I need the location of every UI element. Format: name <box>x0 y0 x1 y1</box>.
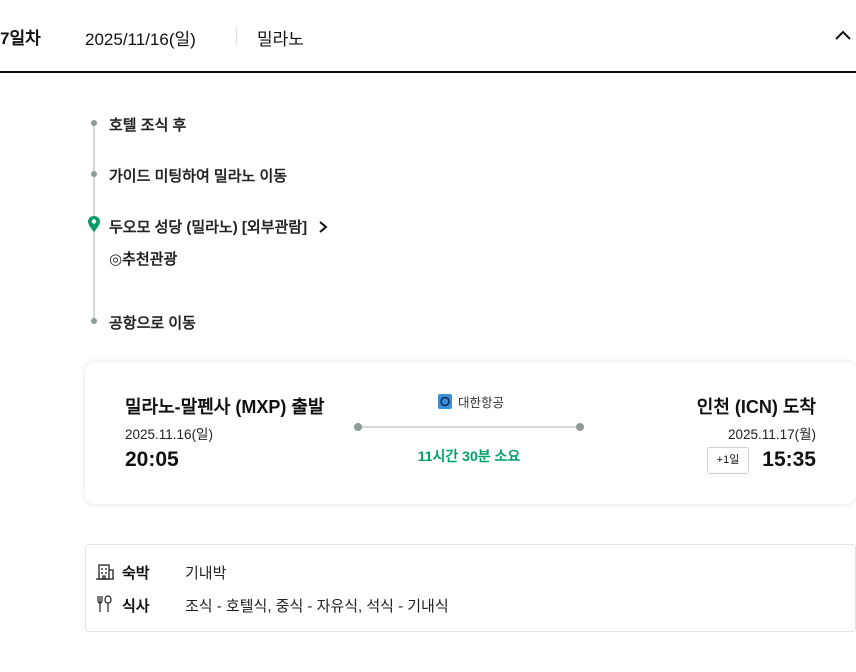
chevron-up-icon <box>835 30 851 40</box>
attraction-link[interactable]: 두오모 성당 (밀라노) [외부관람] <box>109 216 329 237</box>
collapse-button[interactable] <box>830 22 856 48</box>
airline-logo-icon <box>438 394 452 409</box>
timeline-item: 공항으로 이동 <box>109 315 196 332</box>
utensils-icon <box>97 595 112 612</box>
lodging-label: 숙박 <box>122 565 150 582</box>
departure-date: 2025.11.16(일) <box>125 427 213 442</box>
flight-card: 밀라노-말펜사 (MXP) 출발 2025.11.16(일) 20:05 대한항… <box>85 362 856 504</box>
timeline-dot <box>91 120 97 126</box>
day-city: 밀라노 <box>257 30 304 49</box>
day-label: 7일차 <box>0 29 41 48</box>
arrival-time: 15:35 <box>762 448 816 471</box>
location-pin-icon <box>88 216 100 232</box>
departure-title: 밀라노-말펜사 (MXP) 출발 <box>125 397 325 417</box>
airline-name: 대한항공 <box>458 396 505 410</box>
timeline-dot <box>91 171 97 177</box>
arrival-date: 2025.11.17(월) <box>728 427 816 442</box>
timeline-item: 호텔 조식 후 <box>109 117 187 134</box>
day-offset-badge: +1일 <box>707 447 749 474</box>
arrival-title: 인천 (ICN) 도착 <box>696 397 816 417</box>
divider <box>236 27 237 45</box>
departure-time: 20:05 <box>125 448 179 471</box>
header-divider <box>0 71 856 73</box>
timeline-dot <box>91 318 97 324</box>
day-info-box: 숙박 기내박 식사 조식 - 호텔식, 중식 - 자유식, 석식 - 기내식 <box>85 544 856 632</box>
chevron-right-icon <box>319 221 328 233</box>
recommended-badge: ◎추천관광 <box>109 251 178 268</box>
meal-value: 조식 - 호텔식, 중식 - 자유식, 석식 - 기내식 <box>185 598 449 615</box>
lodging-value: 기내박 <box>185 565 227 582</box>
timeline-item: 가이드 미팅하여 밀라노 이동 <box>109 168 288 185</box>
flight-duration: 11시간 30분 소요 <box>417 448 521 464</box>
meal-label: 식사 <box>122 598 150 615</box>
day-date: 2025/11/16(일) <box>85 30 196 49</box>
attraction-title: 두오모 성당 (밀라노) [외부관람] <box>109 219 308 236</box>
hotel-icon <box>96 564 114 580</box>
airline: 대한항공 <box>438 392 504 411</box>
flight-route-line <box>354 423 584 431</box>
